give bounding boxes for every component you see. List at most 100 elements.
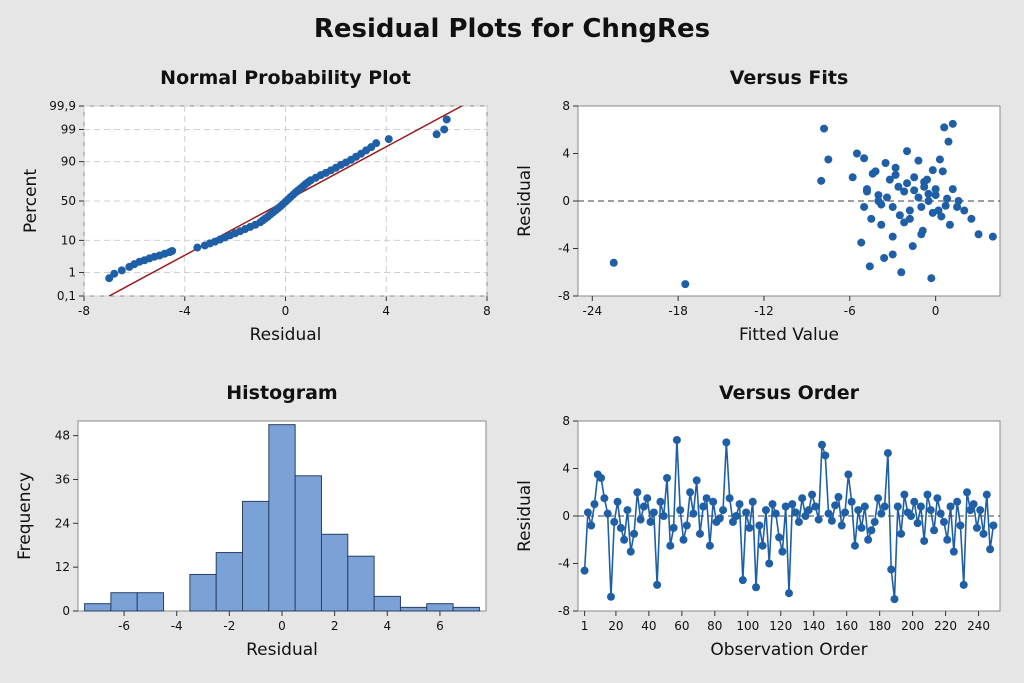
x-tick-label: 40 (641, 619, 656, 633)
data-point (914, 156, 923, 165)
data-point (719, 506, 728, 515)
y-tick-label: 10 (61, 233, 76, 247)
data-point (890, 595, 899, 604)
data-point (633, 488, 642, 497)
y-tick-label: 0 (62, 604, 70, 618)
data-point (649, 508, 658, 517)
data-point (384, 135, 393, 144)
data-point (867, 526, 876, 535)
x-tick-label: 60 (674, 619, 689, 633)
panel-title: Histogram (226, 382, 337, 404)
y-tick-label: 99 (61, 122, 76, 136)
data-point (940, 123, 949, 132)
data-point (931, 191, 940, 200)
y-tick-label: 4 (562, 462, 570, 476)
data-point (897, 529, 906, 538)
x-tick-label: -18 (668, 304, 688, 318)
x-tick-label: 140 (802, 619, 825, 633)
y-tick-label: 0 (562, 509, 570, 523)
data-point (372, 139, 381, 148)
data-point (193, 243, 202, 252)
data-point (804, 506, 813, 515)
y-tick-label: 1 (68, 266, 76, 280)
data-point (699, 502, 708, 511)
data-point (860, 502, 869, 511)
data-point (982, 490, 991, 499)
data-point (798, 494, 807, 503)
y-tick-label: 8 (562, 414, 570, 428)
y-axis-label: Frequency (15, 472, 35, 560)
data-point (689, 509, 698, 518)
data-point (924, 197, 933, 205)
data-point (903, 147, 912, 156)
histogram-bar (320, 533, 349, 612)
data-point (676, 506, 685, 515)
x-tick-label: 240 (967, 619, 990, 633)
x-tick-label: 8 (483, 304, 491, 318)
y-tick-label: 90 (61, 155, 76, 169)
data-point (938, 167, 947, 176)
data-point (848, 173, 857, 182)
data-point (844, 470, 853, 479)
data-point (669, 523, 678, 532)
histogram-bar (426, 603, 454, 612)
data-point (939, 517, 948, 526)
data-point (867, 214, 876, 223)
data-point (905, 214, 914, 223)
x-tick-label: 200 (901, 619, 924, 633)
data-point (817, 440, 826, 449)
data-point (857, 238, 866, 247)
data-point (781, 502, 790, 511)
data-point (882, 193, 891, 202)
x-tick-label: 4 (382, 304, 390, 318)
data-point (821, 451, 830, 460)
data-point (979, 529, 988, 538)
data-point (910, 186, 919, 195)
data-point (603, 509, 612, 518)
x-tick-label: 20 (608, 619, 623, 633)
data-point (917, 230, 926, 239)
data-point (934, 206, 943, 215)
figure-title: Residual Plots for ChngRes (314, 14, 710, 44)
data-point (715, 514, 724, 523)
data-point (702, 494, 711, 503)
data-point (580, 566, 589, 575)
data-point (587, 521, 596, 530)
data-point (923, 490, 932, 499)
data-point (695, 529, 704, 538)
data-point (972, 523, 981, 532)
data-point (935, 155, 944, 164)
x-tick-label: -2 (223, 619, 235, 633)
y-tick-label: -4 (558, 242, 570, 256)
data-point (778, 547, 787, 556)
x-tick-label: 220 (934, 619, 957, 633)
y-axis-label: Residual (515, 480, 535, 552)
data-point (881, 159, 890, 167)
data-point (860, 154, 869, 163)
histogram-bar (373, 595, 401, 612)
data-point (646, 517, 655, 526)
data-point (752, 583, 761, 592)
data-point (442, 115, 451, 124)
data-point (728, 517, 737, 526)
data-point (905, 206, 914, 215)
data-point (920, 178, 929, 186)
data-point (755, 521, 764, 530)
data-point (924, 189, 933, 198)
data-point (891, 163, 900, 172)
y-tick-label: 99,9 (49, 99, 76, 113)
y-tick-label: 36 (55, 472, 70, 486)
y-tick-label: 12 (55, 560, 70, 574)
x-tick-label: 180 (868, 619, 891, 633)
histogram-bar (242, 500, 270, 612)
data-point (610, 517, 619, 526)
x-tick-label: -4 (179, 304, 191, 318)
data-point (794, 517, 803, 526)
data-point (943, 535, 952, 544)
data-point (880, 254, 889, 262)
data-point (877, 220, 886, 229)
data-point (735, 500, 744, 509)
data-point (841, 508, 850, 517)
data-point (666, 541, 675, 550)
